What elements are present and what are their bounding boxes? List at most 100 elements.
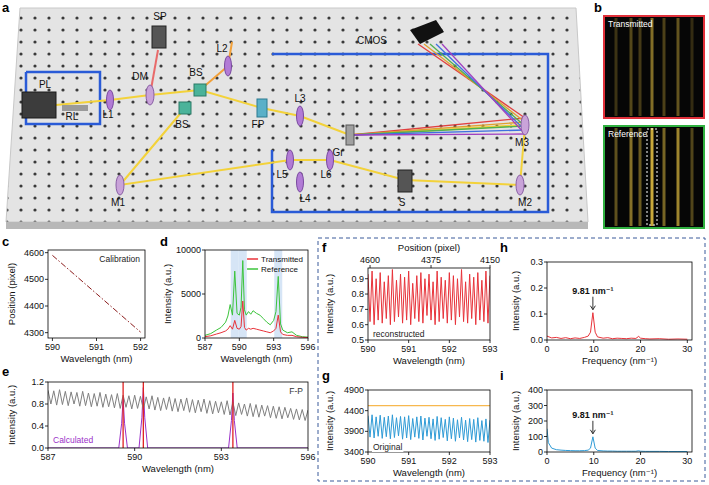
component-label: Gr <box>332 147 344 158</box>
x-tick <box>640 452 641 455</box>
x-tick <box>449 452 450 455</box>
plot-area <box>205 250 308 338</box>
y-tick <box>544 262 547 263</box>
highlight-band <box>231 250 239 338</box>
component-label: L6 <box>320 169 332 180</box>
top-tick <box>490 265 491 268</box>
y-tick-label: 4500 <box>24 274 44 284</box>
y-tick-label: 100 <box>528 432 543 442</box>
camera-images: TransmittedReferenceb <box>594 0 704 228</box>
x-tick <box>308 448 309 451</box>
plot-frame <box>48 250 145 338</box>
y-axis-title: Intensity (a.u.) <box>510 271 521 331</box>
y-tick <box>544 314 547 315</box>
y-tick <box>202 294 205 295</box>
series-line <box>205 261 308 338</box>
image-label: Reference <box>608 129 647 139</box>
y-tick <box>365 452 368 453</box>
series-line <box>547 313 687 340</box>
x-tick-label: 0 <box>544 456 549 466</box>
x-tick <box>273 338 274 341</box>
panel-letter: f <box>322 240 327 255</box>
label-patch <box>288 386 304 396</box>
x-axis-title: Wavelength (nm) <box>393 355 465 366</box>
component-label: M3 <box>515 137 529 148</box>
panel-letter: g <box>322 368 330 383</box>
y-tick-label: 10000 <box>176 245 201 255</box>
panel-letter: i <box>500 368 504 383</box>
panel-letter: a <box>2 0 10 15</box>
y-axis-title: Intensity (a.u.) <box>324 391 335 451</box>
breadboard-edge <box>6 222 588 229</box>
y-tick-label: 300 <box>528 401 543 411</box>
y-tick-label: 200 <box>528 416 543 426</box>
lens <box>225 56 232 76</box>
y-tick-label: 0.8 <box>351 289 364 299</box>
x-tick <box>547 452 548 455</box>
x-tick <box>490 340 491 343</box>
spectral-line <box>691 128 694 226</box>
y-tick-label: 0.8 <box>31 399 44 409</box>
plot-area <box>547 429 687 452</box>
annotation-arrow <box>590 421 595 434</box>
y-tick-label: 0 <box>196 333 201 343</box>
beam <box>200 42 232 90</box>
y-tick <box>45 332 48 333</box>
legend-label: Reference <box>261 265 298 274</box>
x-tick <box>52 338 53 341</box>
x-tick <box>140 338 141 341</box>
spectral-line <box>651 128 654 226</box>
top-axis-title: Position (pixel) <box>398 242 460 253</box>
component-label: L5 <box>276 169 288 180</box>
dispersed-beam <box>350 118 525 135</box>
series-line <box>205 301 308 338</box>
y-tick <box>202 250 205 251</box>
x-axis-title: Wavelength (nm) <box>393 467 465 478</box>
x-tick-label: 592 <box>442 456 457 466</box>
spectral-line <box>663 128 666 226</box>
chart-panel: g5905915925933400390044004900Wavelength … <box>322 368 498 478</box>
y-tick <box>544 405 547 406</box>
laser <box>22 92 56 118</box>
x-tick <box>239 338 240 341</box>
series-line <box>52 255 140 332</box>
component-label: RL <box>66 111 79 122</box>
dispersed-beam <box>442 44 525 134</box>
y-axis-title: Intensity (a.u.) <box>162 264 173 324</box>
component-label: M1 <box>111 197 125 208</box>
x-tick-label: 596 <box>300 342 315 352</box>
x-tick <box>640 340 641 343</box>
panel-letter: h <box>500 240 508 255</box>
x-tick-label: 591 <box>401 344 416 354</box>
x-tick <box>308 338 309 341</box>
y-tick-label: 4600 <box>24 248 44 258</box>
component-label: SP <box>153 11 167 22</box>
x-tick <box>368 452 369 455</box>
lens <box>297 106 304 126</box>
figure: PLRLL1DMSPL2BSBSFPL3CMOSGrM3M1L4L5L6SM2a… <box>0 0 709 485</box>
y-tick <box>365 309 368 310</box>
label-patch <box>98 254 141 264</box>
component-label: L1 <box>102 109 114 120</box>
x-tick-label: 10 <box>589 344 599 354</box>
beam <box>56 90 350 135</box>
series-label: F-P <box>289 386 303 396</box>
y-tick <box>365 410 368 411</box>
chart-panel: c5905915924300440045004600Wavelength (nm… <box>2 234 148 364</box>
x-tick <box>687 452 688 455</box>
y-tick-label: 1.2 <box>31 377 44 387</box>
y-axis-title: Position (pixel) <box>6 263 17 325</box>
spectral-line <box>691 18 694 116</box>
spectral-line <box>615 128 618 226</box>
y-tick <box>45 448 48 449</box>
y-tick-label: 3900 <box>344 426 364 436</box>
y-axis-title: Intensity (a.u.) <box>324 274 335 334</box>
component-label: DM <box>132 71 148 82</box>
y-tick-label: 4300 <box>24 328 44 338</box>
chart-panel: f5905915925930.50.60.70.80.9460043754150… <box>322 240 500 366</box>
y-tick <box>45 404 48 405</box>
lens <box>107 90 114 110</box>
fabry-perot <box>257 99 267 117</box>
y-tick-label: 0.0 <box>31 443 44 453</box>
mirror <box>516 175 524 195</box>
